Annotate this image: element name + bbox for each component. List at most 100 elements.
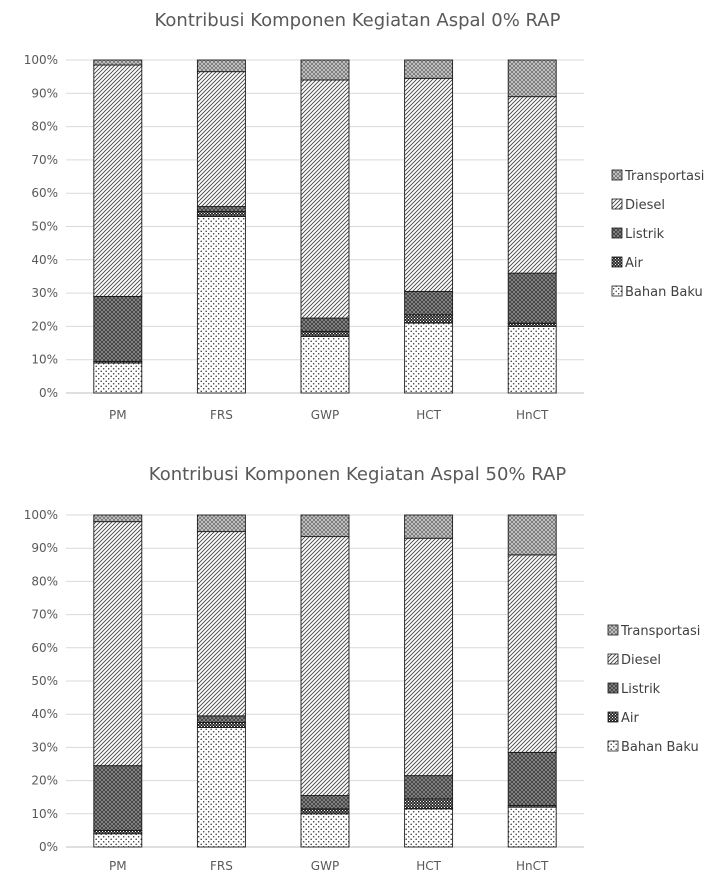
legend-label: Listrik: [621, 682, 661, 697]
bar-segment-diesel: [300, 79, 350, 319]
bar-segment-bahan-baku: [404, 808, 454, 848]
y-tick-label: 50%: [31, 674, 58, 688]
bar-segment-transportasi: [404, 59, 454, 79]
legend-swatch-diesel: [611, 198, 623, 210]
legend-swatch-bahan-baku: [607, 740, 619, 752]
chart-2: Kontribusi Komponen Kegiatan Aspal 50% R…: [0, 438, 715, 875]
legend-swatch-air: [607, 711, 619, 723]
bar-segment-diesel: [404, 77, 454, 292]
legend-swatch-air: [611, 256, 623, 268]
y-tick-label: 40%: [31, 707, 58, 721]
bar-segment-transportasi: [196, 59, 246, 73]
y-tick-label: 70%: [31, 153, 58, 167]
bar-segment-diesel: [93, 521, 143, 767]
bar-segment-diesel: [300, 536, 350, 796]
y-tick-label: 80%: [31, 574, 58, 588]
bar-segment-air: [300, 330, 350, 337]
bar-segment-air: [507, 322, 557, 327]
bar-segment-air: [404, 314, 454, 324]
bar-segment-transportasi: [93, 59, 143, 66]
bar-segment-transportasi: [404, 514, 454, 539]
bar-segment-bahan-baku: [196, 216, 246, 394]
x-tick-label: GWP: [311, 859, 339, 873]
y-tick-label: 10%: [31, 353, 58, 367]
bar-segment-diesel: [196, 531, 246, 717]
legend-label: Air: [625, 256, 644, 271]
bar-segment-bahan-baku: [93, 362, 143, 394]
bar-segment-diesel: [196, 71, 246, 207]
y-tick-label: 20%: [31, 774, 58, 788]
bar-segment-air: [300, 808, 350, 815]
bar-segment-listrik: [404, 290, 454, 316]
bar-segment-bahan-baku: [507, 325, 557, 394]
y-tick-label: 40%: [31, 253, 58, 267]
y-tick-label: 90%: [31, 86, 58, 100]
legend-label: Air: [621, 711, 640, 726]
legend-swatch-listrik: [607, 682, 619, 694]
legend-label: Transportasi: [624, 169, 704, 184]
legend-swatch-diesel: [607, 653, 619, 665]
legend-label: Bahan Baku: [625, 285, 703, 300]
bar-segment-bahan-baku: [507, 806, 557, 848]
x-tick-label: FRS: [210, 859, 233, 873]
bar-segment-listrik: [93, 765, 143, 831]
bar-segment-listrik: [300, 317, 350, 332]
legend-swatch-listrik: [611, 227, 623, 239]
bar-segment-air: [404, 798, 454, 810]
bar-segment-air: [93, 829, 143, 835]
chart-2-title: Kontribusi Komponen Kegiatan Aspal 50% R…: [148, 464, 567, 485]
y-tick-label: 20%: [31, 319, 58, 333]
bar-segment-bahan-baku: [93, 833, 143, 848]
bar-segment-listrik: [507, 272, 557, 324]
y-tick-label: 70%: [31, 608, 58, 622]
y-tick-label: 60%: [31, 641, 58, 655]
bar-segment-transportasi: [507, 514, 557, 556]
bar-segment-listrik: [404, 775, 454, 800]
bar-segment-listrik: [93, 295, 143, 362]
y-tick-label: 90%: [31, 541, 58, 555]
chart-2-plot: 0% 10% 20% 30% 40% 50% 60% 70% 80% 90% 100% PM FRS GW…: [24, 508, 701, 873]
bar-segment-diesel: [404, 537, 454, 777]
legend-swatch-transportasi: [607, 624, 619, 636]
x-tick-label: HCT: [416, 859, 441, 873]
bar-segment-air: [196, 722, 246, 728]
bar-segment-diesel: [93, 64, 143, 297]
bar-segment-transportasi: [507, 59, 557, 98]
bar-segment-transportasi: [300, 59, 350, 81]
legend-swatch-bahan-baku: [611, 285, 623, 297]
y-tick-label: 60%: [31, 186, 58, 200]
bar-segment-listrik: [196, 715, 246, 723]
legend-label: Bahan Baku: [621, 740, 699, 755]
y-tick-label: 100%: [24, 508, 58, 522]
bar-segment-diesel: [507, 96, 557, 274]
chart-1-title: Kontribusi Komponen Kegiatan Aspal 0% RA…: [154, 10, 561, 31]
bar-segment-diesel: [507, 554, 557, 753]
legend-label: Diesel: [625, 198, 665, 213]
bar-segment-transportasi: [300, 514, 350, 538]
y-tick-label: 30%: [31, 740, 58, 754]
legend-swatch-transportasi: [611, 169, 623, 181]
y-tick-label: 30%: [31, 286, 58, 300]
y-tick-label: 50%: [31, 220, 58, 234]
y-tick-label: 0%: [39, 386, 58, 400]
legend-label: Diesel: [621, 653, 661, 668]
bar-segment-transportasi: [93, 514, 143, 523]
bar-segment-transportasi: [196, 514, 246, 533]
x-tick-label: HnCT: [516, 859, 549, 873]
bar-segment-air: [196, 211, 246, 217]
bar-segment-listrik: [300, 795, 350, 810]
y-tick-label: 80%: [31, 120, 58, 134]
bar-segment-listrik: [196, 206, 246, 212]
x-tick-label: FRS: [210, 408, 233, 422]
x-tick-label: HCT: [416, 408, 441, 422]
legend-label: Transportasi: [620, 624, 700, 639]
y-tick-label: 0%: [39, 840, 58, 854]
x-tick-label: PM: [109, 859, 127, 873]
y-tick-label: 10%: [31, 807, 58, 821]
y-tick-label: 100%: [24, 53, 58, 67]
bar-segment-bahan-baku: [300, 813, 350, 848]
bar-segment-bahan-baku: [300, 335, 350, 394]
chart-1: Kontribusi Komponen Kegiatan Aspal 0% RA…: [24, 10, 705, 422]
x-tick-label: HnCT: [516, 408, 549, 422]
x-tick-label: PM: [109, 408, 127, 422]
